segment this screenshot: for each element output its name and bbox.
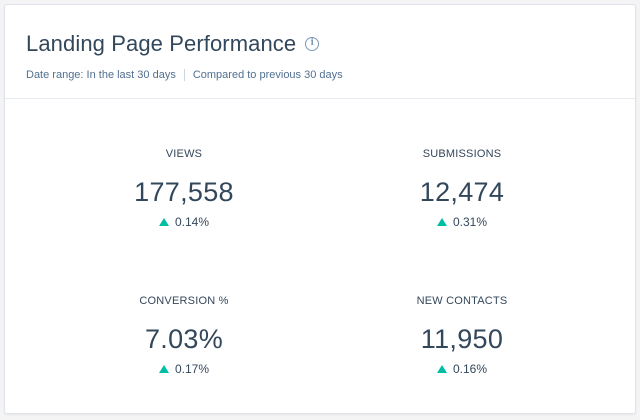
metric-label: CONVERSION % xyxy=(139,295,229,307)
trend-up-icon xyxy=(158,218,169,226)
metric-label: NEW CONTACTS xyxy=(416,295,508,307)
metric-change-value: 0.31% xyxy=(452,215,488,229)
metric-change: 0.17% xyxy=(64,361,304,377)
trend-up-icon xyxy=(158,365,169,373)
metric-label: SUBMISSIONS xyxy=(422,148,502,160)
title-row: Landing Page Performance i xyxy=(26,29,320,59)
metric-value: 11,950 xyxy=(420,324,504,354)
compared-to-link[interactable]: Compared to previous 30 days xyxy=(192,69,343,81)
metric-submissions: SUBMISSIONS 12,474 0.31% xyxy=(342,148,582,230)
metric-change: 0.14% xyxy=(64,214,304,230)
metric-views: VIEWS 177,558 0.14% xyxy=(64,148,304,230)
date-range-link[interactable]: Date range: In the last 30 days xyxy=(26,69,176,81)
metric-change: 0.31% xyxy=(342,214,582,230)
date-range-line: Date range: In the last 30 days Compared… xyxy=(26,69,343,81)
divider xyxy=(183,69,185,81)
metric-value: 12,474 xyxy=(419,177,505,207)
metric-change-value: 0.14% xyxy=(174,215,210,229)
card-header: Landing Page Performance i Date range: I… xyxy=(5,5,635,99)
metric-label: VIEWS xyxy=(165,148,203,160)
card-title: Landing Page Performance xyxy=(26,31,297,56)
metric-conversion: CONVERSION % 7.03% 0.17% xyxy=(64,295,304,377)
landing-page-performance-card: Landing Page Performance i Date range: I… xyxy=(4,4,636,414)
metric-value: 177,558 xyxy=(134,177,234,207)
metric-change-value: 0.16% xyxy=(452,362,488,376)
trend-up-icon xyxy=(436,365,447,373)
metric-new-contacts: NEW CONTACTS 11,950 0.16% xyxy=(342,295,582,377)
metric-change: 0.16% xyxy=(342,361,582,377)
metric-value: 7.03% xyxy=(144,324,224,354)
metric-change-value: 0.17% xyxy=(174,362,210,376)
trend-up-icon xyxy=(436,218,447,226)
info-icon[interactable]: i xyxy=(305,37,320,51)
